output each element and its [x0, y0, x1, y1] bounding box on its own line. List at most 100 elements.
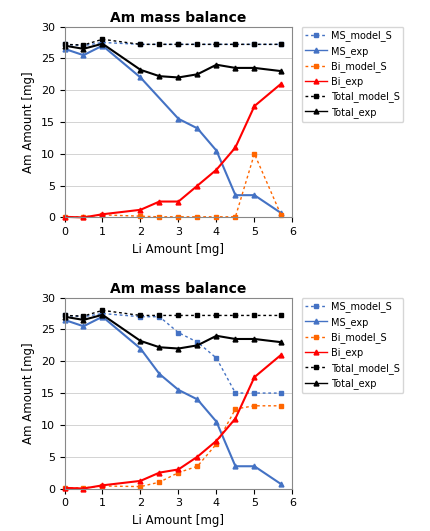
Bi_model_S — [214, 213, 219, 220]
MS_model_S — [279, 390, 284, 396]
Line: Bi_model_S: Bi_model_S — [62, 404, 283, 490]
Total_model_S — [138, 41, 143, 48]
Total_model_S — [62, 312, 67, 319]
Bi_exp — [195, 183, 200, 189]
Total_exp — [157, 73, 162, 79]
Bi_exp — [252, 374, 257, 380]
Bi_model_S — [62, 485, 67, 491]
MS_model_S — [233, 390, 238, 396]
Total_model_S — [233, 41, 238, 48]
Bi_exp — [62, 213, 67, 220]
Bi_model_S — [100, 212, 105, 218]
MS_model_S — [81, 42, 86, 49]
MS_model_S — [100, 39, 105, 46]
Bi_exp — [100, 211, 105, 218]
MS_exp — [279, 210, 284, 216]
MS_model_S — [252, 41, 257, 48]
MS_exp — [81, 323, 86, 329]
Total_exp — [176, 345, 181, 352]
Legend: MS_model_S, MS_exp, Bi_model_S, Bi_exp, Total_model_S, Total_exp: MS_model_S, MS_exp, Bi_model_S, Bi_exp, … — [301, 27, 403, 122]
X-axis label: Li Amount [mg]: Li Amount [mg] — [132, 243, 224, 256]
Total_model_S — [252, 312, 257, 319]
Bi_exp — [157, 469, 162, 476]
MS_exp — [214, 148, 219, 154]
Total_exp — [195, 71, 200, 78]
Bi_exp — [176, 466, 181, 473]
Bi_model_S — [233, 406, 238, 412]
Total_exp — [233, 65, 238, 71]
Bi_exp — [252, 103, 257, 109]
Bi_model_S — [176, 213, 181, 220]
MS_exp — [214, 418, 219, 425]
Total_model_S — [176, 312, 181, 319]
MS_model_S — [100, 310, 105, 316]
Total_model_S — [279, 41, 284, 48]
MS_exp — [279, 481, 284, 487]
Bi_exp — [81, 485, 86, 492]
Bi_model_S — [81, 485, 86, 491]
Total_model_S — [252, 41, 257, 48]
Bi_model_S — [100, 483, 105, 489]
Line: Total_exp: Total_exp — [62, 41, 283, 80]
Total_exp — [214, 332, 219, 339]
Bi_exp — [138, 207, 143, 213]
Line: Bi_model_S: Bi_model_S — [62, 151, 283, 219]
Total_model_S — [138, 312, 143, 319]
MS_exp — [62, 316, 67, 323]
Total_exp — [81, 316, 86, 323]
Bi_model_S — [138, 483, 143, 490]
Bi_model_S — [81, 213, 86, 220]
Total_model_S — [62, 41, 67, 48]
MS_exp — [62, 46, 67, 52]
MS_model_S — [214, 41, 219, 48]
MS_exp — [233, 463, 238, 469]
Total_exp — [157, 344, 162, 350]
Bi_exp — [279, 352, 284, 358]
Bi_exp — [81, 215, 86, 221]
MS_model_S — [138, 313, 143, 320]
Total_model_S — [176, 41, 181, 48]
Y-axis label: Am Amount [mg]: Am Amount [mg] — [22, 71, 35, 173]
Bi_exp — [176, 199, 181, 205]
MS_exp — [195, 125, 200, 132]
MS_exp — [195, 396, 200, 402]
Bi_model_S — [176, 469, 181, 476]
Legend: MS_model_S, MS_exp, Bi_model_S, Bi_exp, Total_model_S, Total_exp: MS_model_S, MS_exp, Bi_model_S, Bi_exp, … — [301, 297, 403, 393]
MS_exp — [100, 313, 105, 320]
Line: MS_model_S: MS_model_S — [62, 311, 283, 396]
MS_exp — [138, 74, 143, 81]
Total_model_S — [157, 41, 162, 48]
Total_model_S — [157, 312, 162, 319]
Title: Am mass balance: Am mass balance — [110, 11, 247, 25]
MS_exp — [252, 192, 257, 199]
Bi_exp — [138, 478, 143, 484]
MS_model_S — [138, 41, 143, 48]
Bi_model_S — [62, 213, 67, 220]
MS_model_S — [176, 41, 181, 48]
Total_exp — [176, 74, 181, 81]
Y-axis label: Am Amount [mg]: Am Amount [mg] — [22, 342, 35, 444]
Bi_model_S — [157, 213, 162, 220]
Total_model_S — [214, 312, 219, 319]
MS_model_S — [195, 339, 200, 345]
Line: Total_model_S: Total_model_S — [62, 308, 283, 319]
Total_exp — [279, 339, 284, 345]
Bi_exp — [214, 438, 219, 444]
MS_model_S — [157, 313, 162, 320]
Total_exp — [138, 338, 143, 344]
Total_model_S — [195, 312, 200, 319]
Line: Total_exp: Total_exp — [62, 312, 283, 351]
Line: Bi_exp: Bi_exp — [62, 81, 283, 220]
Total_exp — [62, 42, 67, 49]
Bi_model_S — [279, 212, 284, 218]
Bi_model_S — [195, 213, 200, 220]
Bi_model_S — [157, 479, 162, 485]
MS_model_S — [252, 390, 257, 396]
Total_model_S — [279, 312, 284, 319]
Total_exp — [233, 336, 238, 342]
Total_exp — [279, 68, 284, 74]
MS_exp — [100, 42, 105, 49]
Total_exp — [252, 65, 257, 71]
MS_model_S — [279, 41, 284, 48]
Line: Bi_exp: Bi_exp — [62, 353, 283, 491]
